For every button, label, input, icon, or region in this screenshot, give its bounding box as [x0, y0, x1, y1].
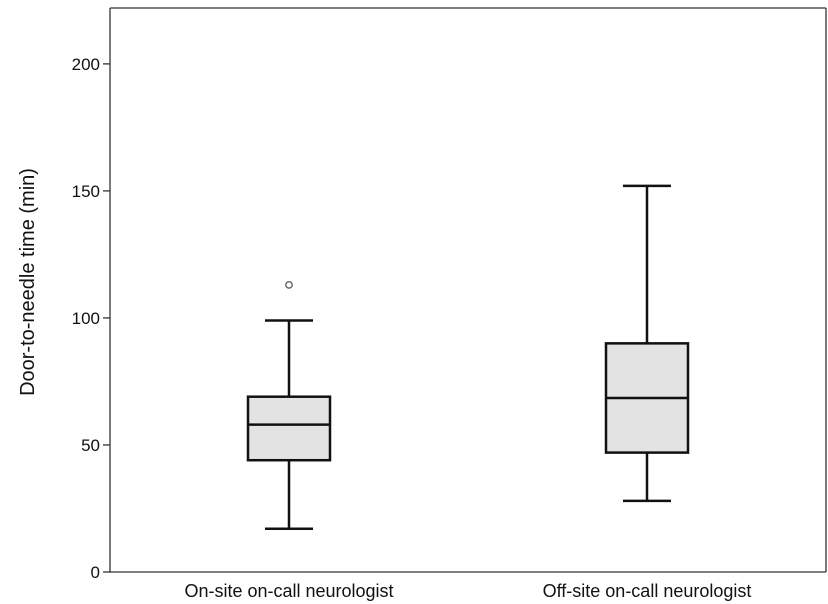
- y-tick-label: 0: [91, 563, 100, 582]
- axes: [109, 7, 827, 573]
- y-tick-label: 100: [72, 309, 100, 328]
- box-group: [604, 184, 690, 503]
- outlier-point: [285, 281, 293, 289]
- y-axis-ticks: 0 50 100 150 200: [72, 55, 110, 582]
- boxes: [246, 184, 690, 531]
- box-iqr: [246, 395, 332, 462]
- x-category-label: Off-site on-call neurologist: [543, 581, 752, 601]
- x-axis-categories: On-site on-call neurologist Off-site on-c…: [184, 581, 751, 601]
- x-category-label: On-site on-call neurologist: [184, 581, 393, 601]
- y-tick-label: 200: [72, 55, 100, 74]
- y-tick-label: 150: [72, 182, 100, 201]
- y-axis-label: Door-to-needle time (min): [17, 168, 39, 396]
- y-tick-label: 50: [81, 436, 100, 455]
- box-group: [246, 281, 332, 531]
